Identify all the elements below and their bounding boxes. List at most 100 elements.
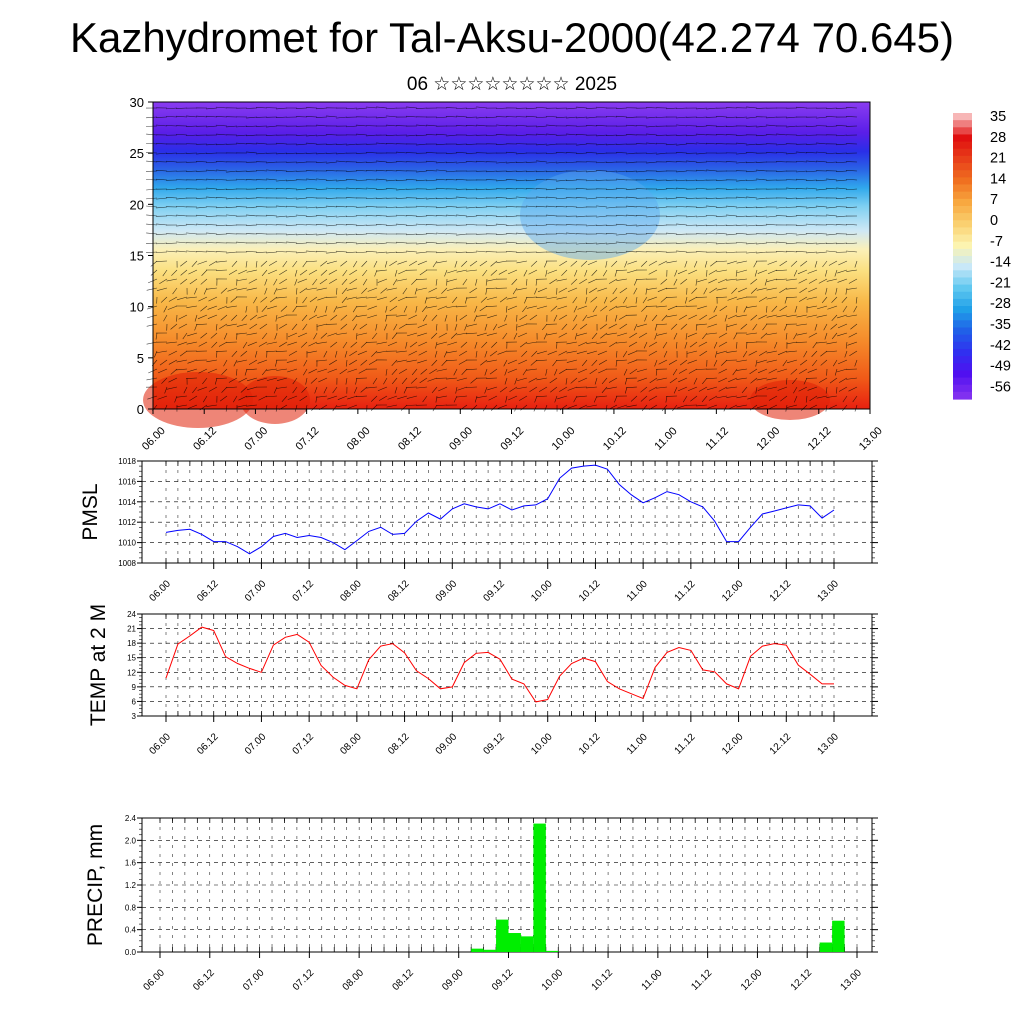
colorbar-band (953, 356, 972, 364)
y-tick-label: 0.4 (125, 926, 137, 935)
colorbar-label: 21 (990, 151, 1006, 167)
x-tick-label: 06.12 (191, 425, 219, 453)
x-tick-label: 06.12 (191, 967, 217, 993)
colorbar-band (953, 227, 972, 236)
y-tick-label: 0.8 (125, 903, 137, 912)
y-tick-label: 21 (127, 625, 136, 634)
colorbar-band (953, 205, 972, 214)
y-tick-label: 9 (132, 683, 137, 692)
colorbar-band (953, 198, 972, 207)
x-tick-label: 06.00 (147, 731, 173, 757)
warm-core (143, 372, 253, 428)
y-tick-label: 1.6 (125, 859, 137, 868)
x-tick-label: 11.00 (652, 425, 679, 452)
y-tick-label: 18 (127, 639, 136, 648)
warm-core (240, 376, 310, 424)
colorbar-band (953, 127, 972, 136)
y-tick-label: 15 (127, 654, 136, 663)
axis-label: PMSL (79, 483, 102, 540)
colorbar-label: 28 (990, 130, 1006, 146)
colorbar-label: -21 (990, 275, 1011, 291)
colorbar-band (953, 391, 972, 400)
y-tick-label: 24 (127, 610, 136, 619)
y-tick-label: 0.0 (125, 948, 137, 957)
colorbar-band (953, 234, 972, 243)
x-tick-label: 08.00 (338, 578, 364, 604)
x-tick-label: 12.12 (768, 731, 794, 757)
x-tick-label: 11.00 (640, 967, 665, 992)
colorbar-band (953, 341, 972, 350)
precip-bar (520, 936, 534, 952)
x-tick-label: 11.00 (625, 731, 650, 756)
axis-label: TEMP at 2 M (87, 604, 110, 726)
panel-frame-2 (141, 613, 873, 717)
y-tick-label: 6 (132, 697, 137, 706)
colorbar-band (953, 348, 972, 357)
x-tick-label: 13.00 (815, 731, 841, 757)
x-tick-label: 12.00 (720, 578, 746, 604)
colorbar-band (953, 384, 972, 393)
x-tick-label: 06.00 (147, 578, 173, 604)
x-tick-label: 11.12 (673, 578, 698, 603)
colorbar-band (953, 320, 972, 329)
x-tick-label: 07.00 (243, 731, 269, 757)
x-tick-label: 08.00 (345, 425, 373, 453)
colorbar-band (953, 363, 972, 371)
axis-label: PRECIP, mm (84, 824, 107, 946)
y-tick-label: 3 (132, 712, 137, 721)
colorbar-band (953, 327, 972, 336)
x-tick-label: 11.00 (625, 578, 650, 603)
colorbar-band (953, 256, 972, 264)
colorbar-label: -7 (990, 234, 1003, 250)
y-tick-label: 5 (137, 351, 144, 366)
x-tick-label: 09.12 (481, 578, 507, 604)
x-tick-label: 09.12 (481, 731, 507, 757)
colorbar-band (953, 370, 972, 379)
x-tick-label: 08.00 (338, 731, 364, 757)
x-tick-label: 07.12 (291, 967, 317, 993)
x-tick-label: 08.12 (390, 967, 416, 993)
series-line (165, 464, 835, 555)
colorbar-band (953, 191, 972, 200)
x-tick-label: 13.00 (857, 425, 885, 453)
panel-frame-1 (141, 460, 873, 564)
colorbar-band (953, 184, 972, 193)
precip-bar (496, 919, 509, 952)
precip-bar (545, 950, 559, 952)
colorbar-band (953, 284, 972, 293)
cold-intrusion (520, 170, 660, 260)
x-tick-label: 06.12 (195, 731, 221, 757)
x-tick-label: 11.12 (673, 731, 698, 756)
colorbar-band (953, 298, 972, 307)
x-tick-label: 12.12 (789, 967, 815, 993)
x-tick-label: 06.00 (141, 967, 167, 993)
colorbar-band (953, 163, 972, 171)
colorbar-label: 14 (990, 171, 1006, 187)
colorbar-band (953, 270, 972, 279)
precip-bar (832, 920, 845, 952)
x-tick-label: 07.12 (291, 578, 317, 604)
x-tick-label: 07.00 (242, 425, 270, 453)
y-tick-label: 1008 (118, 559, 136, 568)
colorbar-label: -49 (990, 359, 1011, 375)
y-tick-label: 10 (130, 300, 144, 315)
x-tick-label: 10.12 (601, 425, 629, 453)
colorbar-band (953, 263, 972, 271)
y-tick-label: 2.4 (125, 814, 137, 823)
x-tick-label: 12.00 (720, 731, 746, 757)
x-tick-label: 09.00 (434, 731, 460, 757)
y-tick-label: 1018 (118, 457, 136, 466)
y-tick-label: 20 (130, 197, 144, 212)
x-tick-label: 12.12 (768, 578, 794, 604)
x-tick-label: 11.12 (689, 967, 714, 992)
x-tick-label: 11.12 (704, 425, 731, 452)
y-tick-label: 12 (127, 668, 136, 677)
x-tick-label: 10.00 (529, 731, 555, 757)
precip-bar (471, 948, 484, 952)
x-tick-label: 08.00 (341, 967, 367, 993)
x-tick-label: 10.00 (540, 967, 566, 993)
colorbar-label: -14 (990, 255, 1011, 271)
precip-bar (508, 933, 521, 952)
colorbar-band (953, 120, 972, 128)
